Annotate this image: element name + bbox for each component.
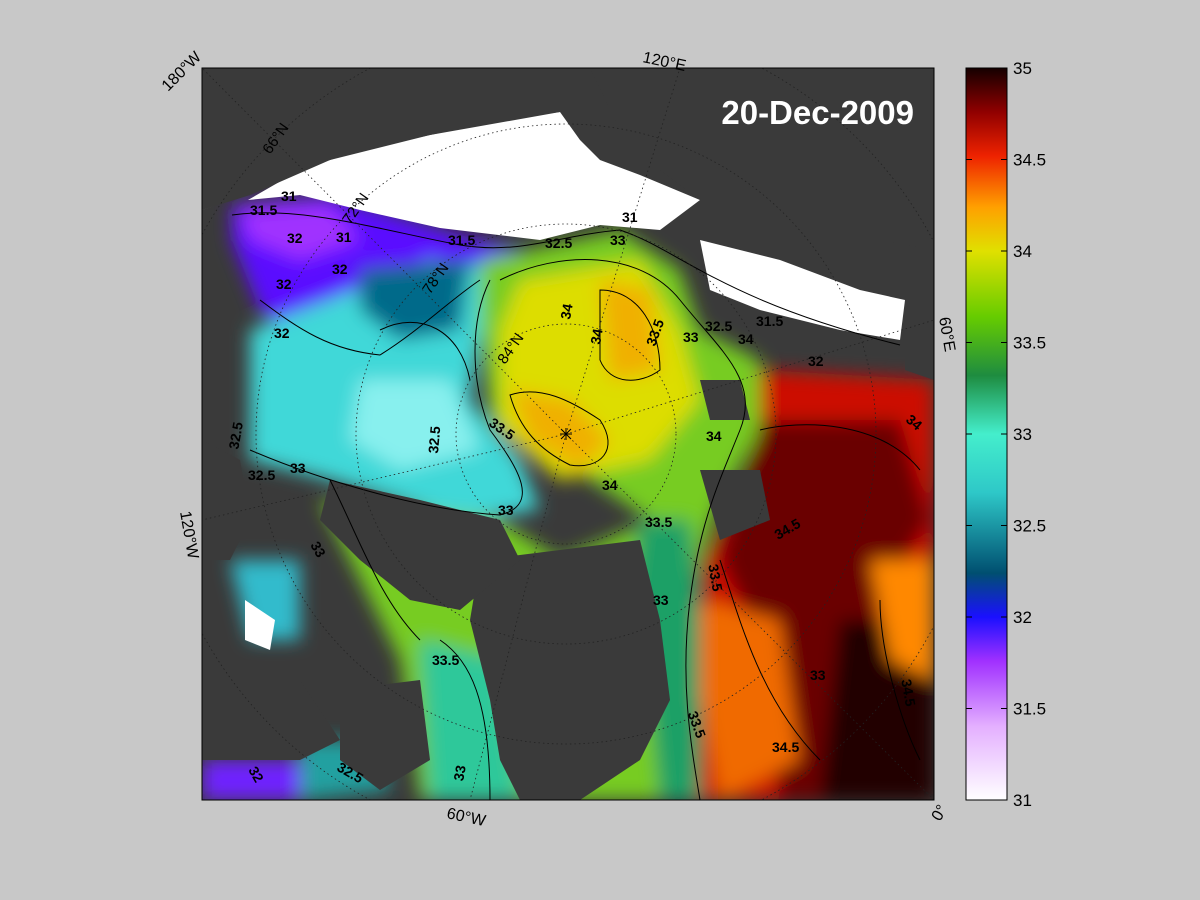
contour-label: 32 — [245, 764, 267, 786]
contour-label: 32 — [276, 276, 292, 292]
contour-label: 32.5 — [705, 318, 732, 334]
contour-label: 32.5 — [225, 421, 246, 451]
land-masses — [202, 68, 934, 800]
sea-ice — [245, 600, 275, 650]
colorbar: 35 34.5 34 33.5 33 32.5 32 31.5 31 — [965, 59, 1046, 810]
lon-label-60e: 60°E — [935, 316, 958, 353]
contour-label: 34 — [587, 327, 605, 345]
colorbar-tick-label: 31 — [1013, 791, 1032, 810]
contour-label: 33 — [683, 329, 699, 345]
colorbar-tick-label: 33 — [1013, 425, 1032, 444]
colorbar-tick-label: 31.5 — [1013, 700, 1046, 719]
contour-label: 33 — [450, 764, 468, 782]
contour-label: 34 — [738, 331, 754, 347]
contour-label: 33 — [498, 502, 514, 518]
contour-label: 31 — [281, 188, 297, 204]
contour-label: 31.5 — [448, 232, 475, 248]
map-border — [201, 67, 935, 801]
contour-label: 31 — [622, 209, 638, 225]
contour-label: 31 — [336, 229, 352, 245]
contour-label: 34.5 — [772, 739, 799, 755]
contour-label: 31.5 — [756, 313, 783, 329]
contour-label: 33 — [653, 592, 669, 608]
contour-label: 33.5 — [432, 652, 459, 668]
sea-ice — [248, 112, 700, 240]
contour-value-labels: 31 31.5 32 31 31.5 32 32 32 32.5 33 31 3… — [225, 188, 925, 786]
contour-label: 32 — [274, 325, 290, 341]
contour-label: 33 — [290, 460, 306, 476]
contour-label: 33.5 — [645, 514, 672, 530]
contour-label: 33 — [307, 539, 329, 561]
colorbar-tick-label: 35 — [1013, 59, 1032, 78]
sea-ice — [700, 240, 905, 340]
contour-label: 32.5 — [248, 467, 275, 483]
colorbar-tick-label: 32 — [1013, 608, 1032, 627]
lon-label-180w: 180°W — [159, 48, 206, 95]
map-panel: 66°N 72°N 78°N 84°N 31 31.5 32 31 31.5 3… — [201, 67, 935, 801]
contour-label: 31.5 — [250, 202, 277, 218]
contour-label: 32.5 — [545, 235, 572, 251]
colorbar-tick-label: 32.5 — [1013, 517, 1046, 536]
contour-label: 34 — [602, 477, 618, 493]
graticule — [202, 68, 934, 800]
contour-label: 32 — [808, 353, 824, 369]
colorbar-tick-label: 34.5 — [1013, 151, 1046, 170]
colorbar-scale — [965, 67, 1008, 801]
lon-label-60w: 60°W — [445, 805, 488, 830]
contour-label: 34 — [557, 302, 575, 320]
contour-label: 34.5 — [898, 678, 919, 708]
colorbar-tick-label: 33.5 — [1013, 334, 1046, 353]
lon-label-0: 0° — [929, 802, 951, 824]
contour-label: 33 — [610, 232, 626, 248]
contour-lines — [231, 212, 921, 800]
contour-label: 32 — [332, 261, 348, 277]
contour-label: 33 — [810, 667, 826, 683]
lon-label-120w: 120°W — [176, 510, 201, 561]
colorbar-ticks — [966, 67, 1007, 709]
date-label: 20-Dec-2009 — [721, 94, 914, 131]
contour-label: 34 — [706, 428, 722, 444]
contour-label: 33.5 — [705, 563, 726, 593]
colorbar-tick-label: 34 — [1013, 242, 1032, 261]
north-pole-marker — [560, 428, 572, 440]
contour-label: 32.5 — [425, 425, 443, 454]
contour-label: 32 — [287, 230, 303, 246]
